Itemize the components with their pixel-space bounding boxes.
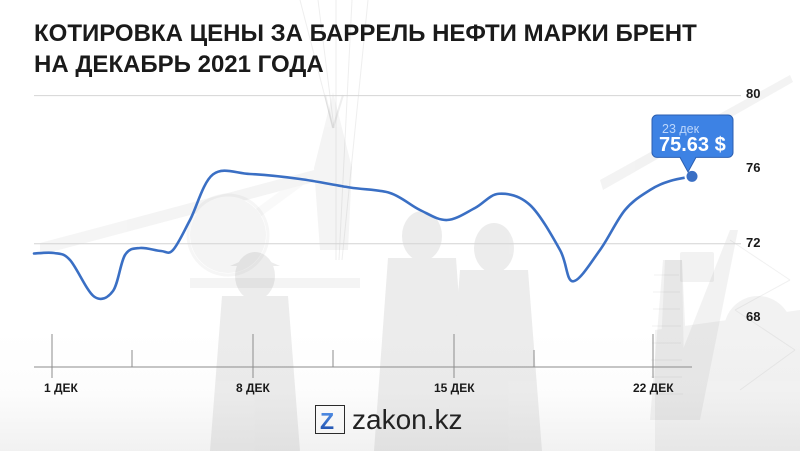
svg-text:Z: Z	[320, 408, 334, 434]
